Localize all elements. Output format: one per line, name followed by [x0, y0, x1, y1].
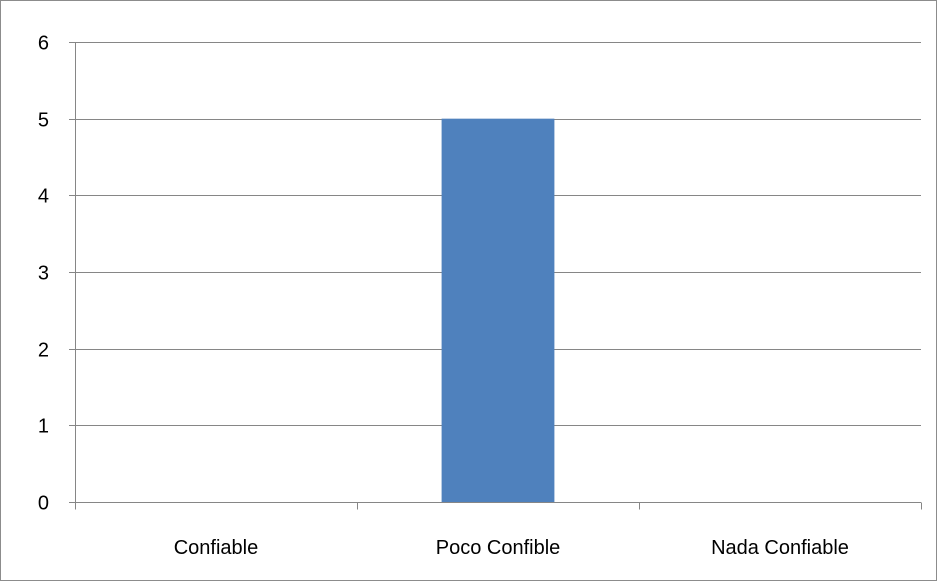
x-category-label-confiable: Confiable: [174, 537, 259, 559]
y-tick-label-1: 1: [38, 416, 49, 438]
axes: [69, 42, 922, 510]
y-tick-label-0: 0: [38, 493, 49, 515]
axis-labels: 0 1 2 3 4 5 6 Confiable Poco Confible Nada Confia…: [38, 33, 849, 560]
bar-poco-confible: [441, 118, 555, 503]
y-tick-label-6: 6: [38, 33, 49, 55]
bars: [441, 118, 555, 503]
y-tick-label-4: 4: [38, 186, 49, 208]
x-category-label-nada-confiable: Nada Confiable: [711, 537, 849, 559]
y-tick-label-2: 2: [38, 340, 49, 362]
x-category-label-poco-confible: Poco Confible: [436, 537, 561, 559]
y-tick-label-3: 3: [38, 263, 49, 285]
y-tick-label-5: 5: [38, 110, 49, 132]
